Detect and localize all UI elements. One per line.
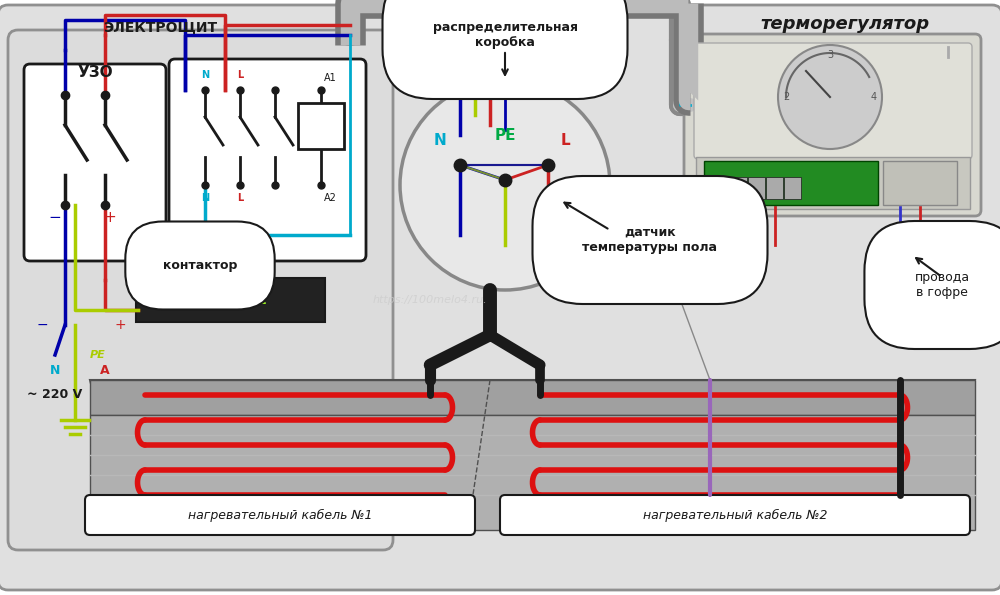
Text: L: L: [237, 193, 243, 203]
Text: −: −: [36, 318, 48, 332]
Text: 2: 2: [783, 92, 789, 102]
Text: +: +: [114, 318, 126, 332]
Text: нагревательный кабель №2: нагревательный кабель №2: [643, 509, 827, 522]
Text: 3: 3: [827, 50, 833, 60]
Text: 4: 4: [871, 92, 877, 102]
Text: −: −: [49, 209, 61, 224]
Text: шина  РЕ: шина РЕ: [194, 293, 266, 307]
FancyBboxPatch shape: [500, 495, 970, 535]
Text: https://100melo4.ru.: https://100melo4.ru.: [373, 295, 487, 305]
Text: N: N: [434, 133, 446, 148]
FancyBboxPatch shape: [748, 177, 765, 199]
Text: ЭЛЕКТРОЩИТ: ЭЛЕКТРОЩИТ: [103, 20, 217, 34]
Text: контактор: контактор: [163, 259, 237, 272]
FancyBboxPatch shape: [696, 157, 970, 209]
FancyBboxPatch shape: [694, 43, 972, 159]
FancyBboxPatch shape: [169, 59, 366, 261]
Polygon shape: [90, 380, 975, 515]
FancyBboxPatch shape: [24, 64, 166, 261]
FancyBboxPatch shape: [684, 34, 981, 216]
FancyBboxPatch shape: [298, 103, 344, 149]
Text: A1: A1: [324, 73, 336, 83]
Text: A2: A2: [324, 193, 336, 203]
Text: N: N: [201, 193, 209, 203]
Circle shape: [778, 45, 882, 149]
Text: терморегулятор: терморегулятор: [760, 15, 930, 33]
Text: N: N: [201, 70, 209, 80]
Polygon shape: [90, 415, 975, 530]
FancyBboxPatch shape: [0, 5, 1000, 590]
FancyBboxPatch shape: [712, 177, 729, 199]
Text: PE: PE: [90, 350, 106, 360]
Circle shape: [400, 80, 610, 290]
Polygon shape: [90, 380, 975, 415]
Text: L: L: [560, 133, 570, 148]
Text: провода
в гофре: провода в гофре: [914, 271, 970, 299]
FancyBboxPatch shape: [784, 177, 801, 199]
FancyBboxPatch shape: [85, 495, 475, 535]
Text: PE: PE: [494, 127, 516, 142]
FancyBboxPatch shape: [730, 177, 747, 199]
Text: L: L: [237, 70, 243, 80]
FancyBboxPatch shape: [883, 161, 957, 205]
Text: нагревательный кабель №1: нагревательный кабель №1: [188, 509, 372, 522]
Text: +: +: [104, 209, 116, 224]
Text: УЗО: УЗО: [77, 65, 113, 80]
FancyBboxPatch shape: [8, 30, 393, 550]
Text: датчик
температуры пола: датчик температуры пола: [582, 226, 718, 254]
Text: N: N: [50, 364, 60, 377]
FancyBboxPatch shape: [704, 161, 878, 205]
FancyBboxPatch shape: [766, 177, 783, 199]
Text: распределительная
коробка: распределительная коробка: [432, 21, 578, 49]
Text: ~ 220 V: ~ 220 V: [27, 389, 83, 402]
Text: A: A: [100, 364, 110, 377]
FancyBboxPatch shape: [136, 278, 325, 322]
